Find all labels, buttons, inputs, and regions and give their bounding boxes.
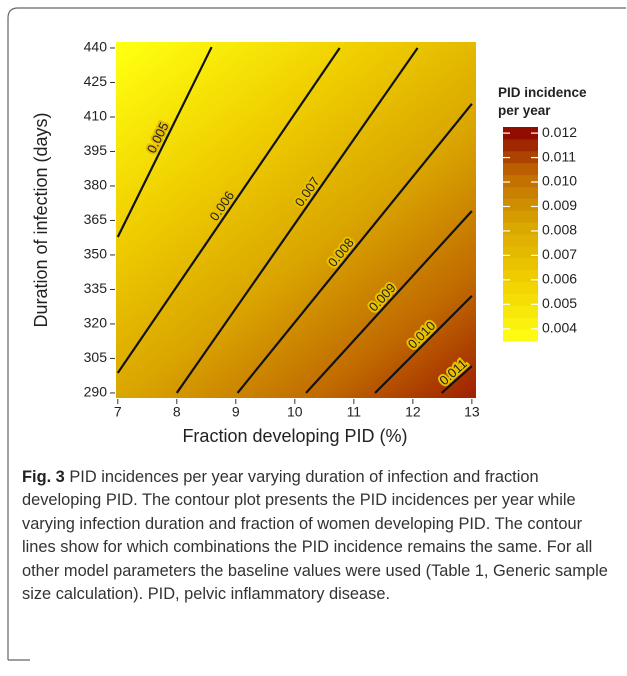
colorbar-step: [503, 257, 538, 271]
colorbar-step: [503, 245, 538, 259]
y-tick-label: 305: [84, 349, 108, 365]
x-axis-title: Fraction developing PID (%): [182, 426, 407, 446]
colorbar-tick-label: 0.009: [542, 197, 577, 213]
colorbar-step: [503, 281, 538, 294]
caption-text: PID incidences per year varying duration…: [22, 468, 608, 604]
y-tick-label: 425: [84, 73, 108, 89]
x-tick-label: 7: [114, 404, 122, 420]
colorbar-tick-label: 0.012: [542, 124, 577, 140]
colorbar-step: [503, 210, 538, 223]
y-tick-label: 335: [84, 280, 108, 296]
colorbar-step: [503, 127, 538, 140]
x-tick-label: 11: [347, 404, 362, 420]
colorbar-tick-label: 0.005: [542, 295, 577, 311]
colorbar-title-box: PID incidence per year: [498, 85, 587, 118]
colorbar-step: [503, 162, 538, 176]
colorbar-title: PID incidence per year: [498, 85, 587, 118]
contour-line: [175, 47, 419, 394]
y-tick-label: 350: [84, 246, 108, 262]
contour-line: [441, 365, 473, 394]
colorbar-step: [503, 329, 538, 342]
colorbar-step: [503, 234, 538, 247]
colorbar-step: [503, 186, 538, 199]
figure-border: [7, 7, 626, 660]
colorbar-step: [503, 138, 538, 152]
colorbar-tick-label: 0.011: [542, 148, 576, 164]
colorbar-step: [503, 174, 538, 187]
colorbar-tick-label: 0.006: [542, 271, 577, 287]
contour-line: [236, 103, 473, 394]
y-tick-label: 290: [84, 384, 108, 400]
y-axis-title: Duration of infection (days): [31, 112, 51, 327]
colorbar-tick-label: 0.007: [542, 246, 577, 262]
colorbar-step: [503, 150, 538, 164]
caption-label: Fig. 3: [22, 468, 65, 486]
contour-line: [305, 210, 473, 394]
x-tick-label: 13: [464, 404, 480, 420]
colorbar-step: [503, 317, 538, 330]
colorbar-tick-label: 0.004: [542, 319, 577, 335]
colorbar-step: [503, 222, 538, 235]
colorbar-step: [503, 305, 538, 318]
colorbar-step: [503, 198, 538, 211]
caption: Fig. 3 PID incidences per year varying d…: [22, 466, 614, 606]
colorbar-tick-label: 0.008: [542, 222, 577, 238]
colorbar-step: [503, 293, 538, 306]
colorbar-step: [503, 269, 538, 283]
contour-line: [116, 47, 341, 374]
y-tick-label: 365: [84, 211, 108, 227]
contour-line: [374, 295, 473, 394]
y-tick-label: 440: [84, 39, 108, 55]
x-tick-label: 10: [287, 404, 303, 420]
heatmap-fill: [116, 42, 476, 398]
x-tick-label: 8: [173, 404, 181, 420]
x-tick-label: 12: [405, 404, 421, 420]
y-tick-label: 395: [84, 142, 108, 158]
y-tick-label: 380: [84, 177, 108, 193]
x-tick-label: 9: [232, 404, 240, 420]
contour-line: [116, 46, 213, 238]
colorbar-tick-label: 0.010: [542, 173, 577, 189]
y-tick-label: 410: [84, 108, 108, 124]
y-tick-label: 320: [84, 315, 108, 331]
